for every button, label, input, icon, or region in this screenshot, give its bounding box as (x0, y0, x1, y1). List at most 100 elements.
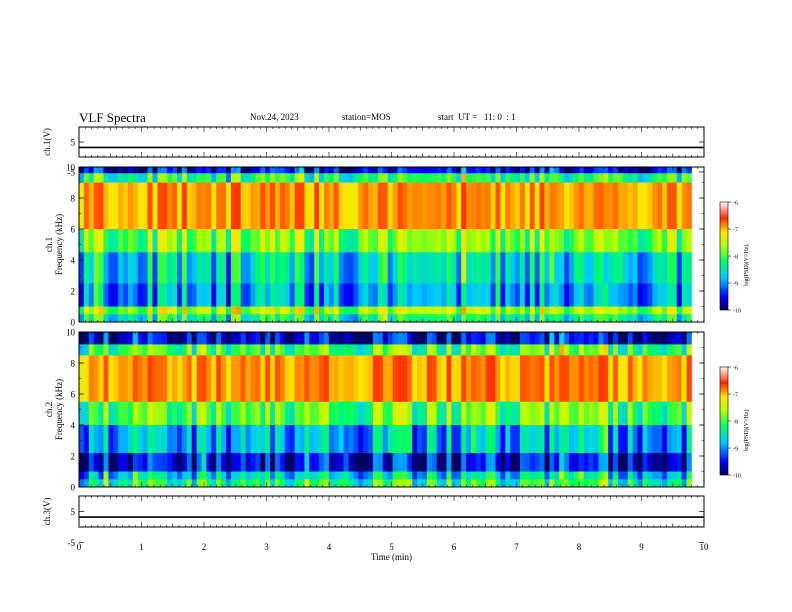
ch1-spectrogram-cell (539, 173, 545, 183)
ch1-spectrogram-cell (461, 229, 467, 253)
ch1-spectrogram-cell (137, 314, 143, 322)
ch1-spectrogram-cell (446, 283, 452, 307)
ch1-spectrogram-cell (466, 229, 472, 253)
ch2-spectrogram-cell (255, 479, 261, 487)
ch1-spectrogram-cell (245, 173, 251, 183)
ch1-spectrogram-cell (216, 167, 222, 174)
ch2-spectrogram-cell (627, 355, 633, 402)
ch2-spectrogram-cell (83, 479, 90, 487)
ch1-spectrogram-cell (186, 306, 192, 315)
ch2-spectrogram-cell (79, 471, 85, 480)
ch2-spectrogram-cell (358, 452, 364, 472)
ch1-spectrogram-cell (157, 314, 163, 322)
ch1-spectrogram-cell (186, 283, 192, 307)
ch2-spectrogram-cell (441, 425, 447, 453)
ch2-spectrogram-cell (279, 344, 286, 356)
ch2-spectrogram-cell (186, 425, 192, 453)
ch1-spectrogram-cell (569, 283, 575, 307)
ch1-spectrogram-cell (382, 167, 388, 174)
ch2-spectrogram-cell (583, 355, 589, 402)
ch1-spectrogram-cell (382, 182, 388, 229)
ch1-spectrogram-cell (304, 306, 310, 315)
ch2-spectrogram-cell (83, 452, 90, 472)
ch2-spectrogram-cell (324, 452, 330, 472)
ch1-spectrogram-cell (235, 167, 241, 174)
ch1-spectrogram-cell (461, 167, 467, 174)
ch2-spectrogram-cell (294, 401, 300, 425)
ch1-spectrogram-cell (260, 173, 266, 183)
ch2-spectrogram-cell (309, 425, 315, 453)
ch2-spectrogram-cell (132, 471, 139, 480)
ch1-spectrogram-cell (270, 173, 276, 183)
ch1-spectrogram-cell (686, 314, 692, 322)
ch2-spectrogram-cell (524, 425, 531, 453)
ch1-spectrogram-cell (255, 173, 261, 183)
ch2-spectrogram-cell (98, 355, 104, 402)
ch1-spectrogram-cell (554, 167, 560, 174)
ch1-spectrogram-cell (392, 167, 398, 174)
ch2-spectrogram-cell (118, 344, 124, 356)
ch2-spectrogram-cell (387, 401, 393, 425)
ch2-spectrogram-cell (167, 355, 173, 402)
ch2-spectrogram-cell (167, 479, 173, 487)
ch2-spectrogram-cell (652, 332, 658, 345)
ch2-spectrogram-cell (480, 332, 486, 345)
ch2-spectrogram-cell (559, 452, 565, 472)
ch1-spectrogram-cell (583, 252, 589, 284)
ch1-spectrogram-cell (201, 182, 207, 229)
ch1-spectrogram-cell (196, 167, 202, 174)
ch1-spectrogram-cell (88, 182, 94, 229)
ch1-spectrogram-cell (554, 182, 560, 229)
ch1-spectrogram-cell (147, 314, 153, 322)
ch2-spectrogram-cell (206, 452, 212, 472)
ch2-spectrogram-cell (93, 452, 99, 472)
ch2-spectrogram-cell (573, 479, 580, 487)
ch1-spectrogram-cell (515, 167, 521, 174)
ch2-spectrogram-cell (441, 355, 447, 402)
ch1-spectrogram-cell (588, 306, 594, 315)
ch2-spectrogram-cell (426, 332, 433, 345)
ch2-spectrogram-panel: -6-7-8-9-10log(PSD)(V²/Hz)0246810ch.2Fre… (44, 328, 750, 493)
ch2-spectrogram-cell (216, 355, 222, 402)
ch1-spectrogram-cell (613, 167, 619, 174)
ch1-spectrogram-cell (471, 306, 477, 315)
ch1-spectrogram-cell (515, 229, 521, 253)
ch1-spectrogram-cell (431, 252, 437, 284)
ch2-spectrogram-cell (132, 355, 139, 402)
ch2-spectrogram-cell (510, 344, 516, 356)
ch1-spectrogram-cell (441, 314, 447, 322)
ch2-spectrogram-cell (368, 355, 374, 402)
ch2-spectrogram-cell (608, 401, 614, 425)
ch2-spectrogram-cell (520, 332, 526, 345)
ch1-spectrogram-cell (471, 283, 477, 307)
ch1-spectrogram-cell (583, 314, 589, 322)
ch2-spectrogram-cell (622, 471, 629, 480)
ch1-spectrogram-cell (667, 283, 673, 307)
ch2-spectrogram-cell (554, 452, 560, 472)
ch1-spectrogram-cell (338, 314, 344, 322)
ch2-spectrogram-cell (265, 452, 271, 472)
ch2-spectrogram-cell (181, 401, 188, 425)
ch2-spectrogram-cell (657, 401, 663, 425)
ch2-spectrogram-cell (681, 355, 687, 402)
ch1-voltage-ytick-label: 5 (71, 138, 76, 148)
ch1-spectrogram-cell (358, 167, 364, 174)
ch2-spectrogram-cell (515, 332, 521, 345)
ch2-spectrogram-cell (83, 355, 90, 402)
ch2-spectrogram-cell (211, 344, 217, 356)
ch2-spectrogram-cell (603, 355, 609, 402)
ch1-spectrogram-cell (397, 252, 403, 284)
ch1-spectrogram-cell (177, 283, 183, 307)
ch2-spectrogram-cell (627, 344, 633, 356)
ch2-spectrogram-cell (167, 332, 173, 345)
ch1-spectrogram-cell (407, 252, 413, 284)
ch1-spectrogram-cell (83, 314, 90, 322)
ch2-spectrogram-cell (549, 401, 555, 425)
ch1-spectrogram-cell (157, 229, 163, 253)
ch1-spectrogram-cell (676, 182, 682, 229)
ch2-spectrogram-cell (226, 471, 232, 480)
ch2-spectrogram-cell (402, 479, 408, 487)
ch1-spectrogram-cell (157, 182, 163, 229)
ch2-spectrogram-cell (671, 471, 678, 480)
ch1-spectrogram-cell (549, 182, 555, 229)
